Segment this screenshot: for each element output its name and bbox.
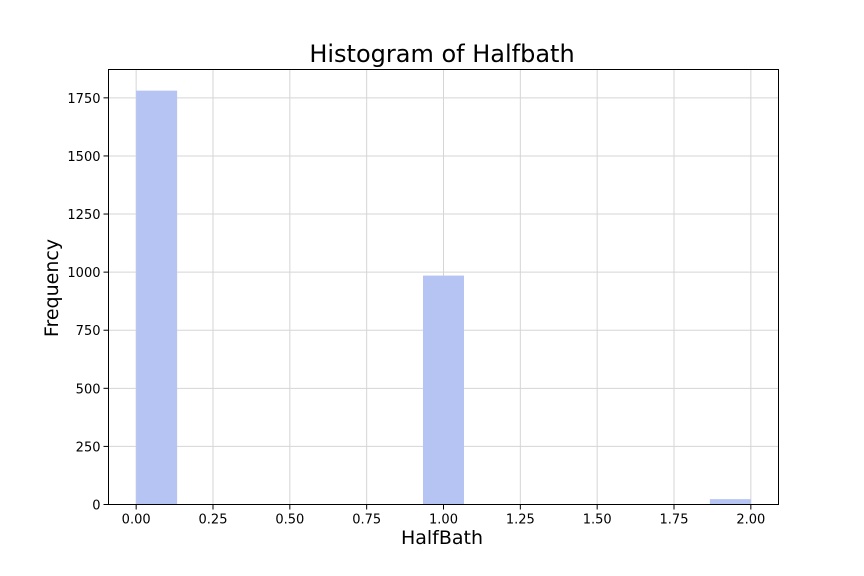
y-tick-label-7: 1750 xyxy=(67,92,100,107)
histogram-bar-2 xyxy=(709,499,751,505)
y-tick-label-5: 1250 xyxy=(67,208,100,223)
y-axis-label: Frequency xyxy=(41,239,63,337)
x-tick-label-7: 1.75 xyxy=(660,513,689,528)
histogram-bar-0 xyxy=(136,90,178,505)
x-tick-label-1: 0.25 xyxy=(199,513,228,528)
x-tick-label-2: 0.50 xyxy=(275,513,304,528)
y-axis-ticks: 0 250 500 750 1000 1250 1500 1750 xyxy=(67,92,109,514)
x-tick-label-6: 1.50 xyxy=(583,513,612,528)
x-tick-label-0: 0.00 xyxy=(122,513,151,528)
x-tick-label-8: 2.00 xyxy=(736,513,765,528)
x-tick-label-5: 1.25 xyxy=(506,513,535,528)
x-tick-label-3: 0.75 xyxy=(352,513,381,528)
histogram-bar-1 xyxy=(423,275,464,505)
y-tick-label-3: 750 xyxy=(76,324,101,339)
y-tick-label-6: 1500 xyxy=(67,150,100,165)
histogram-bars xyxy=(136,90,751,505)
y-tick-label-2: 500 xyxy=(76,382,101,397)
x-axis-ticks: 0.00 0.25 0.50 0.75 1.00 1.25 1.50 1.75 2.00 xyxy=(122,504,765,528)
x-tick-label-4: 1.00 xyxy=(429,513,458,528)
y-tick-label-0: 0 xyxy=(92,499,100,514)
chart-title: Histogram of Halfbath xyxy=(309,40,574,68)
y-tick-label-4: 1000 xyxy=(67,266,100,281)
x-axis-label: HalfBath xyxy=(401,527,483,549)
y-tick-label-1: 250 xyxy=(76,440,101,455)
